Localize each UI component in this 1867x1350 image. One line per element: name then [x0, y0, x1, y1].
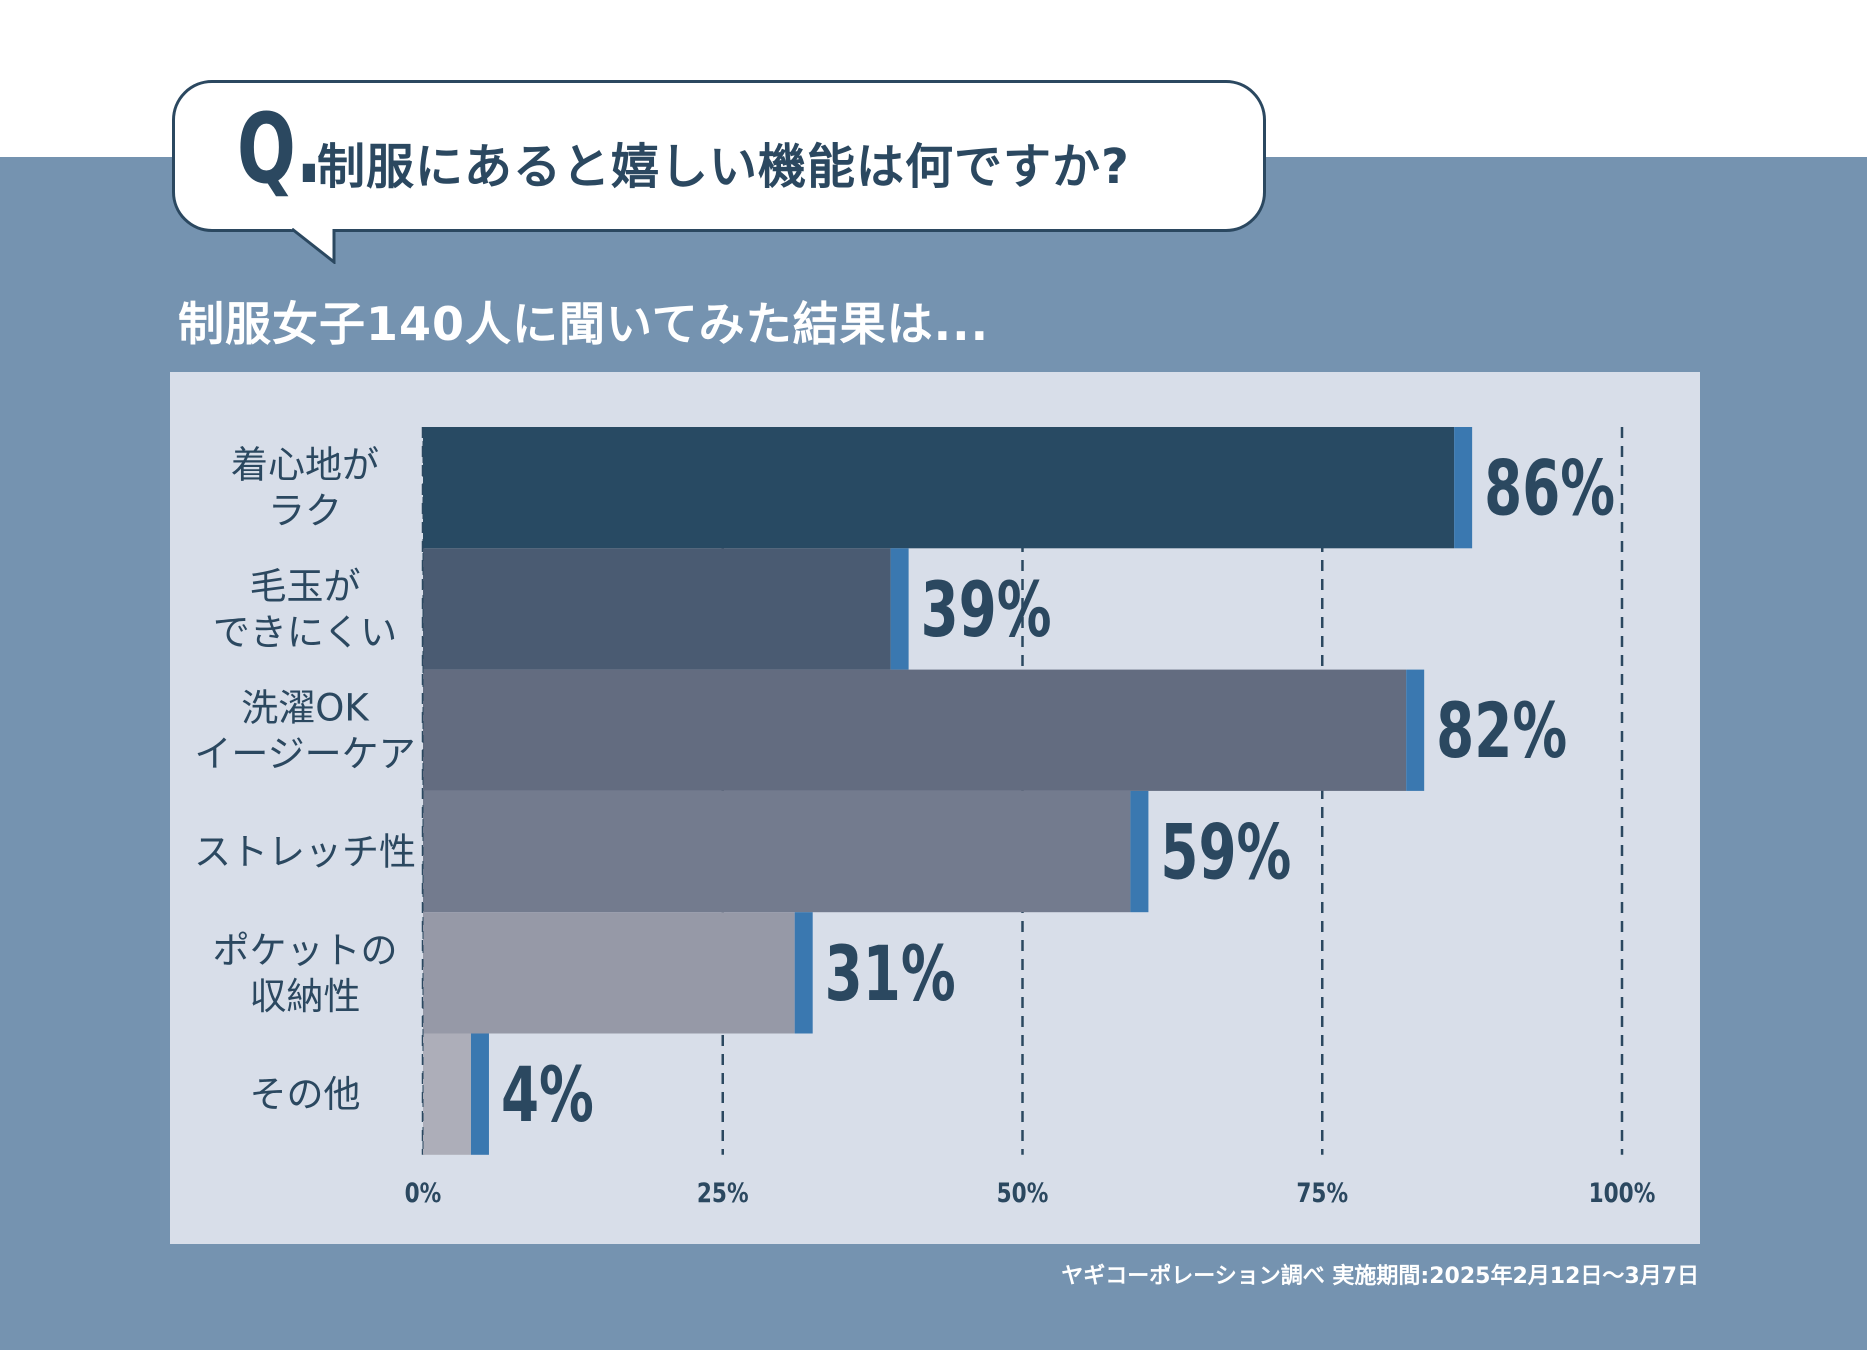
value-label-1: 39% [921, 566, 1052, 654]
category-label-0-0: 着心地が [231, 444, 379, 487]
bar-cap-0 [1454, 427, 1473, 549]
tick-label-25: 25% [697, 1177, 749, 1209]
category-label-1-1: できにくい [213, 611, 397, 654]
category-label-2-1: イージーケア [194, 732, 415, 775]
tick-label-75: 75% [1296, 1177, 1348, 1209]
category-label-0-1: ラク [268, 490, 342, 533]
bar-cap-2 [1406, 669, 1425, 791]
bar-cap-4 [794, 912, 813, 1034]
bar-cap-3 [1130, 790, 1149, 913]
question-mark: Q. [237, 93, 323, 205]
survey-subtitle: 制服女子140人に聞いてみた結果は... [178, 297, 990, 351]
bar-1 [423, 548, 891, 670]
bar-cap-1 [890, 548, 909, 670]
question-bubble: Q. 制服にあると嬉しい機能は何ですか? [172, 80, 1266, 232]
bar-cap-5 [470, 1033, 489, 1155]
bar-4 [423, 912, 795, 1034]
tick-label-50: 50% [997, 1177, 1049, 1209]
category-label-3-0: ストレッチ性 [194, 831, 416, 874]
category-label-1-0: 毛玉が [250, 565, 361, 608]
tick-label-100: 100% [1589, 1177, 1656, 1209]
category-label-4-0: ポケットの [213, 929, 398, 972]
source-note: ヤギコーポレーション調べ 実施期間:2025年2月12日〜3月7日 [1061, 1264, 1699, 1289]
value-label-2: 82% [1436, 687, 1567, 775]
value-label-3: 59% [1160, 809, 1291, 897]
value-label-0: 86% [1484, 445, 1615, 533]
bar-5 [423, 1033, 471, 1155]
category-label-4-1: 収納性 [250, 975, 361, 1018]
value-label-5: 4% [501, 1051, 594, 1139]
value-label-4: 31% [825, 930, 956, 1018]
bar-0 [423, 427, 1455, 549]
bar-2 [423, 669, 1407, 791]
category-label-2-0: 洗濯OK [241, 686, 370, 729]
question-title: 制服にあると嬉しい機能は何ですか? [317, 139, 1130, 195]
chart-panel: 86% 着心地が ラク 39% 毛玉が できにくい 82% 洗濯OK イージーケア 59% ストレッ… [170, 372, 1700, 1244]
bubble-tail [290, 228, 336, 264]
category-label-5-0: その他 [250, 1073, 361, 1116]
bar-3 [423, 790, 1131, 913]
tick-label-0: 0% [405, 1177, 442, 1209]
